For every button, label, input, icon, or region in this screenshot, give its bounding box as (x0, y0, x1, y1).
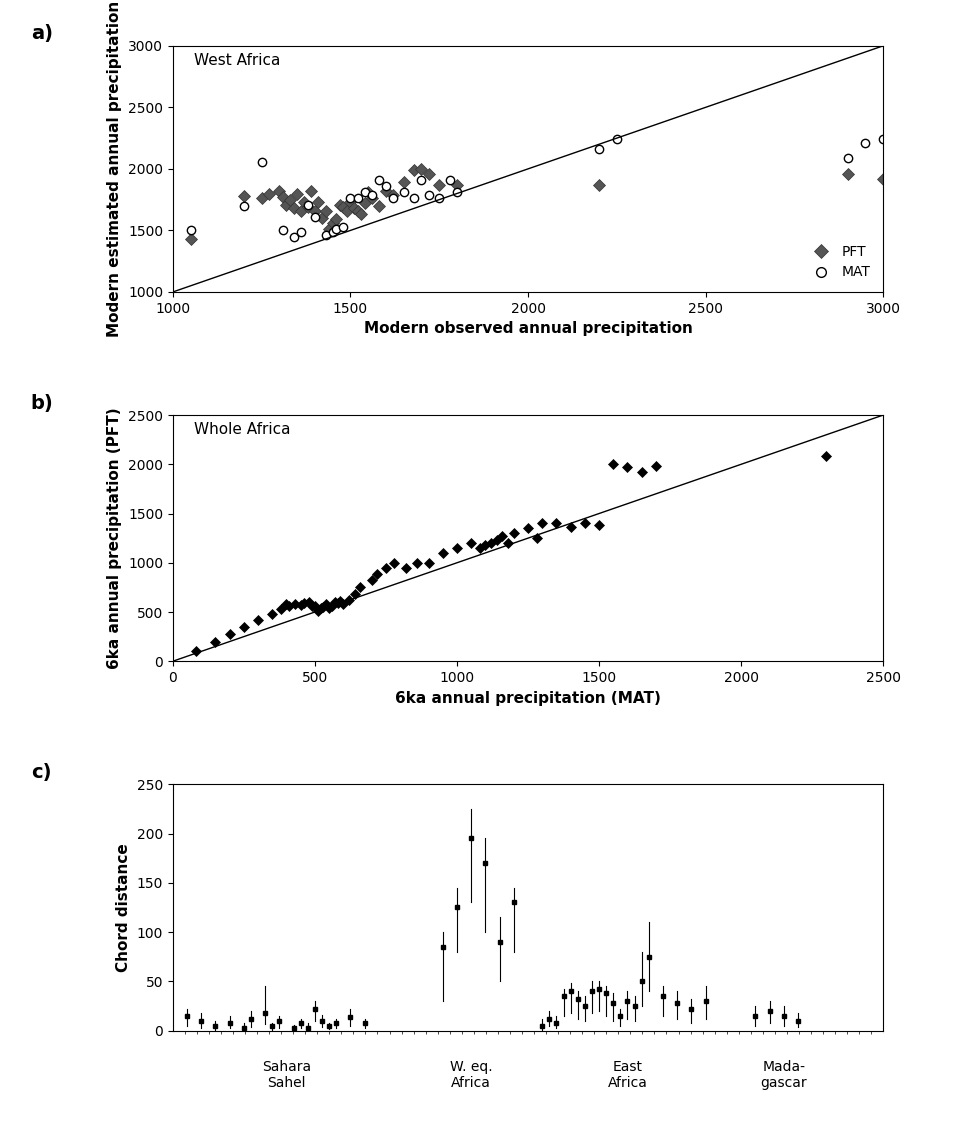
Text: Mada-
gascar: Mada- gascar (760, 1060, 807, 1090)
Y-axis label: 6ka annual precipitation (PFT): 6ka annual precipitation (PFT) (108, 408, 122, 669)
Text: Sahara
Sahel: Sahara Sahel (262, 1060, 311, 1090)
Text: c): c) (31, 763, 51, 782)
Y-axis label: Chord distance: Chord distance (116, 843, 132, 972)
Text: a): a) (31, 24, 53, 44)
Text: West Africa: West Africa (194, 53, 280, 69)
Y-axis label: Modern estimated annual precipitation: Modern estimated annual precipitation (108, 1, 122, 337)
X-axis label: Modern observed annual precipitation: Modern observed annual precipitation (364, 322, 692, 337)
Text: East
Africa: East Africa (608, 1060, 647, 1090)
Text: Whole Africa: Whole Africa (194, 423, 291, 437)
Text: b): b) (31, 394, 54, 412)
Legend: PFT, MAT: PFT, MAT (802, 239, 876, 285)
Text: W. eq.
Africa: W. eq. Africa (450, 1060, 492, 1090)
X-axis label: 6ka annual precipitation (MAT): 6ka annual precipitation (MAT) (396, 690, 660, 705)
